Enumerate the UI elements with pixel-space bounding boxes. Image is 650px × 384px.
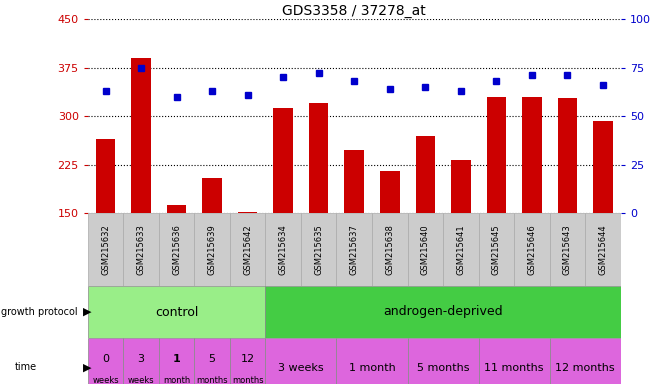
Text: GSM215646: GSM215646 <box>527 224 536 275</box>
Text: 0: 0 <box>102 354 109 364</box>
Text: weeks: weeks <box>92 376 119 384</box>
Bar <box>124 213 159 286</box>
Bar <box>301 213 337 286</box>
Text: 3 weeks: 3 weeks <box>278 362 324 373</box>
Bar <box>514 213 550 286</box>
Text: GSM215635: GSM215635 <box>314 224 323 275</box>
Text: 5: 5 <box>209 354 216 364</box>
Text: time: time <box>14 362 36 372</box>
Text: 12: 12 <box>240 354 255 364</box>
Bar <box>478 213 514 286</box>
Bar <box>238 212 257 310</box>
Title: GDS3358 / 37278_at: GDS3358 / 37278_at <box>282 4 426 18</box>
Bar <box>131 58 151 310</box>
Text: control: control <box>155 306 198 318</box>
Bar <box>194 213 230 286</box>
Text: GSM215642: GSM215642 <box>243 224 252 275</box>
Bar <box>265 338 337 384</box>
Text: ▶: ▶ <box>83 307 92 317</box>
Bar <box>159 338 194 384</box>
Bar <box>558 98 577 310</box>
Text: 3: 3 <box>138 354 144 364</box>
Text: months: months <box>232 376 263 384</box>
Text: GSM215645: GSM215645 <box>492 224 501 275</box>
Text: GSM215636: GSM215636 <box>172 224 181 275</box>
Bar <box>194 338 230 384</box>
Bar <box>309 103 328 310</box>
Text: 11 months: 11 months <box>484 362 544 373</box>
Text: GSM215637: GSM215637 <box>350 224 359 275</box>
Text: GSM215644: GSM215644 <box>599 224 608 275</box>
Bar <box>550 213 585 286</box>
Bar <box>230 338 265 384</box>
Bar <box>337 213 372 286</box>
Text: month: month <box>163 376 190 384</box>
Text: GSM215638: GSM215638 <box>385 224 395 275</box>
Bar <box>380 171 400 310</box>
Bar <box>124 338 159 384</box>
Bar <box>96 139 115 310</box>
Bar <box>88 213 124 286</box>
Text: weeks: weeks <box>128 376 154 384</box>
Bar <box>344 150 364 310</box>
Text: GSM215641: GSM215641 <box>456 224 465 275</box>
Text: months: months <box>196 376 228 384</box>
Text: GSM215632: GSM215632 <box>101 224 110 275</box>
Text: 1 month: 1 month <box>348 362 395 373</box>
Text: 1: 1 <box>173 354 181 364</box>
Bar <box>337 338 408 384</box>
Text: 5 months: 5 months <box>417 362 469 373</box>
Text: GSM215634: GSM215634 <box>279 224 288 275</box>
Text: ▶: ▶ <box>83 362 92 372</box>
Bar <box>408 338 478 384</box>
Text: 12 months: 12 months <box>555 362 615 373</box>
Bar <box>202 177 222 310</box>
Bar <box>451 160 471 310</box>
Bar <box>372 213 408 286</box>
Bar <box>487 97 506 310</box>
Text: GSM215640: GSM215640 <box>421 224 430 275</box>
Bar <box>167 205 187 310</box>
Bar <box>265 213 301 286</box>
Text: GSM215633: GSM215633 <box>136 224 146 275</box>
Bar <box>408 213 443 286</box>
Text: growth protocol: growth protocol <box>1 307 78 317</box>
Bar <box>159 213 194 286</box>
Bar <box>274 108 293 310</box>
Bar <box>585 213 621 286</box>
Bar <box>230 213 265 286</box>
Text: GSM215639: GSM215639 <box>207 224 216 275</box>
Bar <box>443 213 478 286</box>
Bar <box>550 338 621 384</box>
Bar <box>88 286 265 338</box>
Text: androgen-deprived: androgen-deprived <box>384 306 503 318</box>
Bar <box>522 97 541 310</box>
Bar <box>478 338 550 384</box>
Bar <box>265 286 621 338</box>
Bar <box>593 121 613 310</box>
Text: GSM215643: GSM215643 <box>563 224 572 275</box>
Bar <box>88 338 124 384</box>
Bar <box>415 136 435 310</box>
